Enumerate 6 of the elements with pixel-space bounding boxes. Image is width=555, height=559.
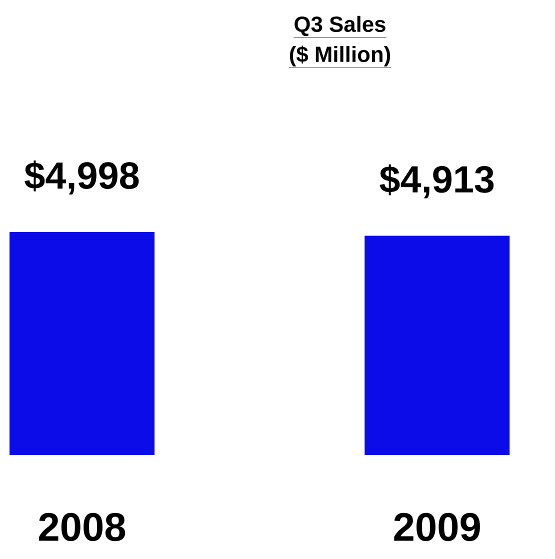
chart-subtitle: ($ Million) (290, 46, 390, 66)
x-tick-label: 2009 (394, 512, 480, 542)
x-tick-label: 2008 (39, 512, 126, 542)
data-label: $4,998 (24, 160, 139, 194)
data-label: $4,913 (380, 164, 494, 198)
chart-title: Q3 Sales (294, 16, 386, 36)
